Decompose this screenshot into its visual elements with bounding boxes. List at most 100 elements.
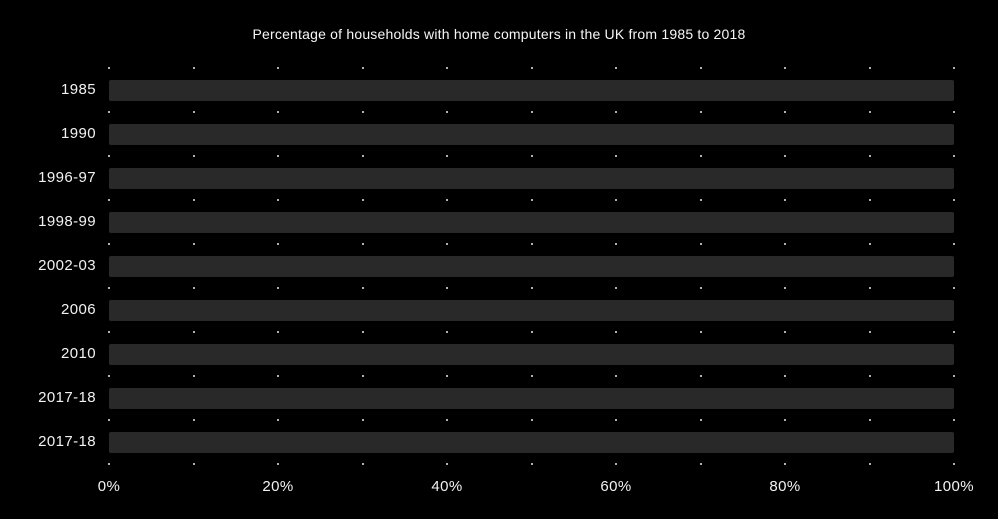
grid-dot: [953, 67, 955, 69]
grid-dot: [446, 155, 448, 157]
grid-dot: [361, 463, 364, 465]
grid-dot: [868, 331, 871, 333]
grid-dot: [784, 199, 786, 201]
grid-dot: [868, 243, 871, 245]
bar: [109, 343, 954, 365]
grid-dot: [530, 419, 533, 421]
grid-dot: [953, 331, 955, 333]
grid-dot: [530, 463, 533, 465]
grid-dot: [699, 375, 702, 377]
bar: [109, 79, 954, 101]
grid-dot: [108, 419, 110, 421]
category-label: 2002-03: [38, 257, 96, 274]
x-tick-label: 20%: [262, 478, 294, 495]
grid-dot: [108, 463, 110, 465]
category-label: 1990: [61, 125, 96, 142]
x-tick-label: 40%: [431, 478, 463, 495]
grid-dot: [953, 155, 955, 157]
grid-dot: [446, 463, 448, 465]
grid-dot: [446, 419, 448, 421]
grid-dot: [699, 463, 702, 465]
grid-dot: [784, 67, 786, 69]
grid-dot: [530, 155, 533, 157]
grid-dot: [361, 67, 364, 69]
grid-dot: [446, 111, 448, 113]
grid-dot: [953, 199, 955, 201]
grid-dot: [446, 243, 448, 245]
grid-dot: [108, 331, 110, 333]
grid-dot: [868, 375, 871, 377]
category-label: 1998-99: [38, 213, 96, 230]
grid-dot: [868, 111, 871, 113]
plot-area: [108, 67, 955, 465]
grid-dot: [192, 155, 195, 157]
bar: [109, 255, 954, 277]
grid-dot: [108, 111, 110, 113]
grid-dot: [192, 463, 195, 465]
grid-dot: [108, 375, 110, 377]
grid-dot: [108, 243, 110, 245]
x-tick-label: 80%: [769, 478, 801, 495]
chart-title: Percentage of households with home compu…: [252, 26, 746, 42]
grid-dot: [615, 419, 617, 421]
grid-dot: [361, 419, 364, 421]
grid-dot: [192, 375, 195, 377]
grid-dot: [953, 243, 955, 245]
category-label: 2006: [61, 301, 96, 318]
bar: [109, 299, 954, 321]
bar: [109, 387, 954, 409]
grid-dot: [108, 199, 110, 201]
category-label: 1985: [61, 81, 96, 98]
grid-dot: [530, 67, 533, 69]
grid-dot: [108, 287, 110, 289]
grid-dot: [446, 331, 448, 333]
grid-dot: [192, 287, 195, 289]
grid-dot: [699, 287, 702, 289]
grid-dot: [953, 287, 955, 289]
grid-dot: [361, 111, 364, 113]
grid-dot: [953, 111, 955, 113]
grid-dot: [108, 155, 110, 157]
grid-dot: [277, 287, 279, 289]
bar: [109, 431, 954, 453]
grid-dot: [192, 331, 195, 333]
grid-dot: [277, 199, 279, 201]
x-tick-label: 60%: [600, 478, 632, 495]
grid-dot: [192, 67, 195, 69]
x-tick-label: 100%: [934, 478, 974, 495]
grid-dot: [277, 243, 279, 245]
grid-dot: [277, 331, 279, 333]
grid-dot: [192, 199, 195, 201]
grid-dot: [192, 243, 195, 245]
bar: [109, 167, 954, 189]
category-label: 2010: [61, 345, 96, 362]
grid-dot: [868, 67, 871, 69]
grid-dot: [699, 331, 702, 333]
grid-dot: [530, 287, 533, 289]
grid-dot: [277, 111, 279, 113]
category-label: 2017-18: [38, 389, 96, 406]
grid-dot: [277, 67, 279, 69]
grid-dot: [784, 243, 786, 245]
grid-dot: [784, 287, 786, 289]
grid-dot: [699, 155, 702, 157]
grid-dot: [868, 199, 871, 201]
grid-dot: [615, 375, 617, 377]
grid-dot: [277, 375, 279, 377]
grid-dot: [277, 155, 279, 157]
grid-dot: [446, 375, 448, 377]
grid-dot: [615, 199, 617, 201]
grid-dot: [192, 111, 195, 113]
grid-dot: [615, 243, 617, 245]
grid-dot: [530, 243, 533, 245]
grid-dot: [615, 111, 617, 113]
grid-dot: [953, 463, 955, 465]
grid-dot: [784, 419, 786, 421]
bar: [109, 123, 954, 145]
grid-dot: [699, 419, 702, 421]
grid-dot: [361, 243, 364, 245]
grid-dot: [361, 331, 364, 333]
grid-dot: [530, 199, 533, 201]
grid-dot: [530, 331, 533, 333]
grid-dot: [361, 155, 364, 157]
